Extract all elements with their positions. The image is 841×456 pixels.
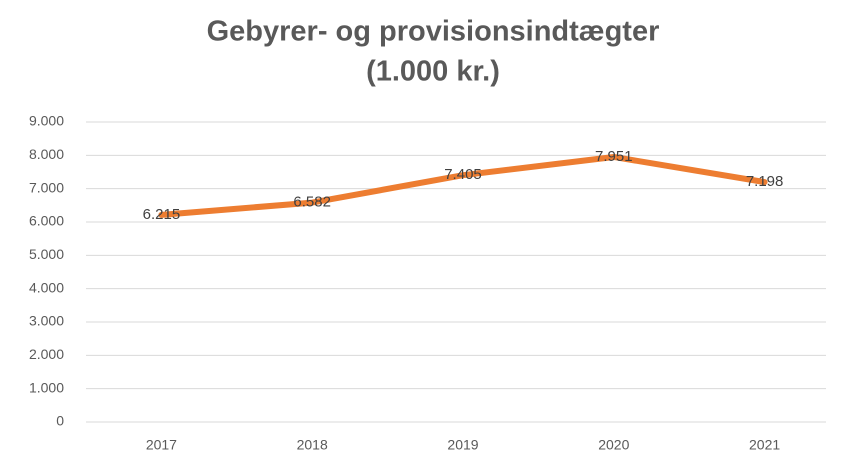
x-tick-label: 2020	[598, 437, 629, 453]
y-tick-label: 2.000	[29, 346, 64, 362]
chart-title: (1.000 kr.)	[366, 56, 500, 88]
chart-title: Gebyrer- og provisionsindtægter	[207, 16, 660, 48]
data-label: 7.405	[444, 166, 482, 183]
y-tick-label: 5.000	[29, 246, 64, 262]
y-tick-label: 6.000	[29, 213, 64, 229]
data-label: 7.951	[595, 148, 633, 165]
data-label: 6.215	[143, 206, 181, 223]
y-tick-label: 7.000	[29, 179, 64, 195]
x-tick-label: 2019	[447, 437, 478, 453]
x-tick-label: 2018	[297, 437, 328, 453]
y-tick-label: 1.000	[29, 379, 64, 395]
x-tick-label: 2021	[749, 437, 780, 453]
y-tick-label: 9.000	[29, 113, 64, 129]
data-label: 6.582	[293, 194, 331, 211]
data-label: 7.198	[746, 173, 784, 190]
x-tick-label: 2017	[146, 437, 177, 453]
y-tick-label: 4.000	[29, 279, 64, 295]
y-tick-label: 3.000	[29, 313, 64, 329]
y-tick-label: 8.000	[29, 146, 64, 162]
line	[158, 153, 768, 218]
y-tick-label: 0	[56, 413, 64, 429]
